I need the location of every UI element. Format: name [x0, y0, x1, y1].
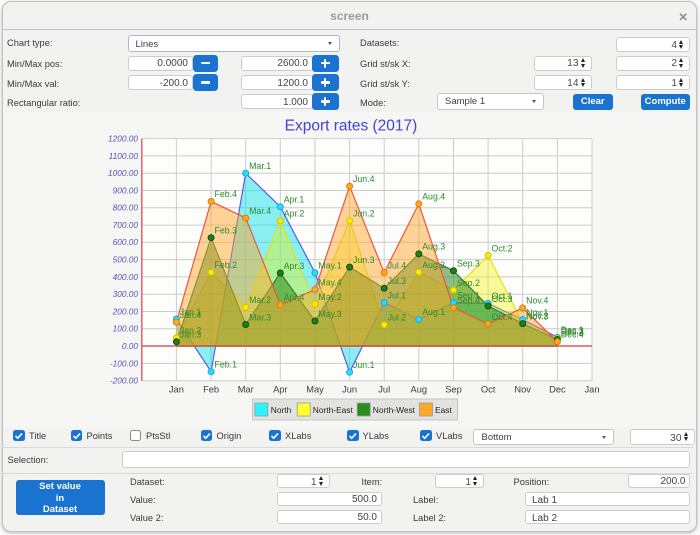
svg-text:Mar.2: Mar.2	[249, 295, 271, 305]
svg-text:900.00: 900.00	[113, 185, 139, 195]
svg-text:200.00: 200.00	[112, 306, 139, 316]
svg-text:Jan.3: Jan.3	[180, 330, 202, 340]
svg-text:400.00: 400.00	[113, 272, 139, 282]
svg-text:300.00: 300.00	[113, 289, 139, 299]
svg-text:Apr.4: Apr.4	[284, 293, 305, 303]
svg-text:Mar.1: Mar.1	[249, 161, 271, 171]
svg-text:600.00: 600.00	[113, 237, 139, 247]
svg-text:Jan: Jan	[169, 385, 184, 395]
svg-text:Dec.2: Dec.2	[561, 326, 584, 336]
svg-text:Aug.2: Aug.2	[422, 260, 445, 270]
svg-text:500.00: 500.00	[113, 255, 139, 265]
svg-text:North-West: North-West	[373, 405, 416, 415]
svg-text:Sep.2: Sep.2	[457, 278, 480, 288]
svg-text:Aug.3: Aug.3	[422, 242, 445, 252]
svg-text:Jun.3: Jun.3	[353, 255, 375, 265]
svg-text:May: May	[306, 385, 324, 395]
svg-text:Nov: Nov	[514, 385, 531, 395]
svg-text:Feb.2: Feb.2	[215, 260, 238, 270]
svg-text:Nov.4: Nov.4	[526, 296, 548, 306]
svg-text:Dec.3: Dec.3	[561, 327, 584, 337]
svg-text:800.00: 800.00	[113, 203, 139, 213]
svg-text:Apr.2: Apr.2	[284, 209, 305, 219]
svg-text:Jun.2: Jun.2	[353, 209, 375, 219]
svg-text:Nov.3: Nov.3	[526, 311, 548, 321]
svg-text:Oct.1: Oct.1	[492, 291, 513, 301]
svg-text:Sep.3: Sep.3	[457, 259, 480, 269]
svg-text:-200.00: -200.00	[110, 376, 139, 386]
svg-text:North: North	[271, 405, 292, 415]
svg-text:Oct.3: Oct.3	[492, 294, 513, 304]
svg-text:Jul: Jul	[378, 385, 390, 395]
svg-text:Dec.1: Dec.1	[561, 325, 584, 335]
svg-text:Sep: Sep	[445, 385, 462, 395]
svg-text:May.3: May.3	[318, 309, 341, 319]
svg-text:Aug: Aug	[411, 385, 428, 395]
svg-text:100.00: 100.00	[113, 324, 139, 334]
svg-text:Dec.4: Dec.4	[561, 330, 584, 340]
svg-text:Jan.1: Jan.1	[180, 307, 202, 317]
svg-text:1000.00: 1000.00	[108, 168, 138, 178]
svg-text:Mar.3: Mar.3	[249, 312, 271, 322]
svg-text:Aug.4: Aug.4	[422, 192, 445, 202]
svg-text:Nov.1: Nov.1	[526, 307, 548, 317]
svg-text:Dec: Dec	[549, 385, 566, 395]
svg-text:Feb.1: Feb.1	[215, 360, 238, 370]
svg-text:Feb: Feb	[203, 385, 219, 395]
svg-text:Jan.2: Jan.2	[180, 325, 202, 335]
svg-text:700.00: 700.00	[113, 220, 139, 230]
svg-text:Mar.4: Mar.4	[249, 206, 271, 216]
svg-text:Jul.2: Jul.2	[388, 313, 407, 323]
svg-text:1100.00: 1100.00	[109, 151, 139, 161]
svg-text:Jun.1: Jun.1	[353, 360, 375, 370]
svg-text:May.4: May.4	[318, 277, 341, 287]
svg-text:-100.00: -100.00	[110, 358, 139, 368]
svg-text:Apr.1: Apr.1	[284, 195, 305, 205]
svg-text:Apr.3: Apr.3	[284, 261, 305, 271]
svg-text:North-East: North-East	[313, 405, 354, 415]
svg-text:Oct: Oct	[481, 385, 496, 395]
svg-text:Oct.4: Oct.4	[492, 312, 513, 322]
svg-text:May.2: May.2	[318, 292, 341, 302]
svg-text:Apr: Apr	[273, 385, 287, 395]
svg-text:Jul.3: Jul.3	[388, 276, 407, 286]
svg-text:Jun: Jun	[342, 385, 357, 395]
svg-text:East: East	[435, 405, 452, 415]
svg-text:Jul.4: Jul.4	[388, 260, 407, 270]
svg-text:0.00: 0.00	[122, 341, 139, 351]
svg-text:Sep.4: Sep.4	[457, 296, 480, 306]
svg-text:Aug.1: Aug.1	[422, 307, 445, 317]
svg-text:Oct.2: Oct.2	[492, 243, 513, 253]
svg-text:Jan.4: Jan.4	[180, 310, 202, 320]
svg-text:May.1: May.1	[318, 261, 341, 271]
svg-text:1200.00: 1200.00	[108, 134, 138, 144]
svg-text:Feb.4: Feb.4	[215, 189, 238, 199]
svg-text:Sep.1: Sep.1	[457, 291, 480, 301]
svg-text:Export rates (2017): Export rates (2017)	[285, 118, 418, 135]
svg-text:Jun.4: Jun.4	[353, 174, 375, 184]
svg-text:Jan: Jan	[585, 385, 600, 395]
svg-text:Mar: Mar	[238, 385, 254, 395]
svg-text:Nov.2: Nov.2	[526, 311, 548, 321]
svg-text:Jul.1: Jul.1	[388, 291, 407, 301]
svg-text:Feb.3: Feb.3	[215, 226, 238, 236]
